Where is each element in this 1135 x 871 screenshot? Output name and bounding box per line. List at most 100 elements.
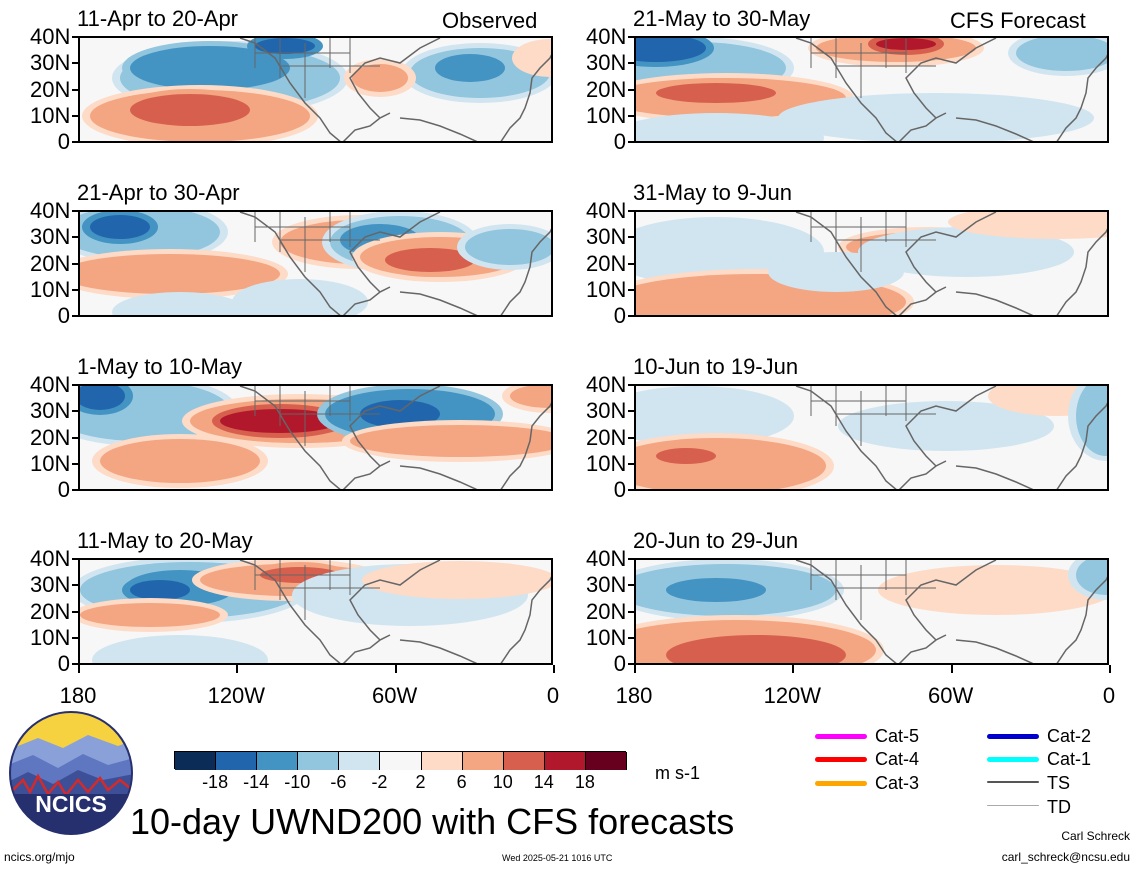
contour-shade bbox=[656, 83, 776, 103]
contour-shade bbox=[130, 580, 190, 600]
latitude-label: 40N bbox=[30, 198, 71, 223]
lon-tick bbox=[553, 665, 555, 673]
track-legend-label: Cat-3 bbox=[875, 773, 920, 793]
lat-tick bbox=[628, 584, 634, 587]
contour-shade bbox=[666, 578, 766, 602]
state-borders bbox=[810, 560, 936, 620]
contour-shade bbox=[255, 38, 315, 54]
lat-tick bbox=[628, 558, 634, 560]
colorbar-cell bbox=[257, 752, 299, 770]
contour-shade bbox=[886, 570, 1106, 610]
contour-shade bbox=[510, 386, 551, 408]
lat-tick bbox=[72, 584, 78, 587]
wind-contour-map bbox=[636, 212, 1107, 315]
colorbar-label: -14 bbox=[243, 772, 270, 792]
track-legend-label: Cat-4 bbox=[875, 749, 920, 769]
lat-tick bbox=[72, 288, 78, 291]
contour-shade bbox=[120, 297, 240, 315]
latitude-label: 40N bbox=[586, 24, 627, 49]
lat-tick bbox=[72, 462, 78, 465]
lat-tick bbox=[628, 36, 634, 38]
contour-shade bbox=[656, 448, 716, 464]
contour-shade bbox=[465, 229, 551, 265]
latitude-label: 20N bbox=[586, 598, 627, 624]
contour-shade bbox=[130, 46, 290, 90]
lat-tick bbox=[72, 36, 78, 38]
figure-title: 10-day UWND200 with CFS forecasts bbox=[130, 801, 735, 842]
colorbar-label: -2 bbox=[371, 772, 388, 792]
latitude-label: 10N bbox=[30, 624, 71, 650]
latitude-label: 10N bbox=[30, 102, 71, 128]
contour-shade bbox=[1016, 38, 1107, 71]
track-legend-label: TD bbox=[1047, 797, 1071, 817]
track-legend-label: Cat-1 bbox=[1047, 749, 1092, 769]
lat-tick bbox=[72, 262, 78, 265]
state-borders bbox=[254, 212, 380, 272]
coastline bbox=[795, 38, 1107, 141]
latitude-label: 40N bbox=[30, 546, 71, 571]
footer-url[interactable]: ncics.org/mjo bbox=[4, 850, 75, 864]
lat-tick bbox=[628, 663, 634, 665]
panel-title: 10-Jun to 19-Jun bbox=[633, 354, 799, 379]
track-line-swatch bbox=[815, 781, 867, 786]
colorbar-label: 2 bbox=[415, 772, 426, 792]
lat-tick bbox=[628, 436, 634, 439]
latitude-label: 0 bbox=[57, 303, 70, 328]
colorbar-cell bbox=[175, 752, 217, 770]
latitude-label: 20N bbox=[30, 76, 71, 102]
contour-shade bbox=[636, 118, 816, 141]
wind-contour-map bbox=[80, 38, 551, 141]
ncics-logo: NCICS bbox=[8, 710, 134, 836]
lat-tick bbox=[628, 236, 634, 239]
lat-tick bbox=[628, 610, 634, 613]
colorbar-cell bbox=[585, 752, 627, 770]
lat-tick bbox=[72, 610, 78, 613]
colorbar-label: 18 bbox=[574, 772, 595, 792]
contour-shade bbox=[130, 94, 250, 126]
colorbar-label: 14 bbox=[533, 772, 554, 792]
colorbar-label: 10 bbox=[492, 772, 513, 792]
track-legend-label: TS bbox=[1047, 773, 1071, 793]
colorbar-label: -6 bbox=[330, 772, 347, 792]
lon-tick bbox=[792, 665, 795, 673]
latitude-label: 30N bbox=[30, 224, 71, 250]
panel-title: 21-Apr to 30-Apr bbox=[77, 180, 240, 205]
map-panel bbox=[78, 210, 553, 317]
latitude-label: 0 bbox=[57, 129, 70, 154]
footer-author: Carl Schreck bbox=[1061, 829, 1130, 843]
lon-tick bbox=[950, 665, 953, 673]
latitude-label: 30N bbox=[30, 572, 71, 598]
colorbar-cell bbox=[544, 752, 586, 770]
footer-email[interactable]: carl_schreck@ncsu.edu bbox=[1001, 850, 1130, 864]
track-line-swatch bbox=[815, 757, 867, 762]
contour-shade bbox=[385, 248, 475, 272]
coastline bbox=[239, 212, 551, 315]
panel-title: 21-May to 30-May bbox=[633, 6, 811, 31]
cfs-forecast-label: CFS Forecast bbox=[950, 8, 1086, 33]
contour-shade bbox=[636, 38, 706, 62]
lat-tick bbox=[72, 236, 78, 239]
colorbar-cell bbox=[421, 752, 463, 770]
track-line-swatch bbox=[987, 734, 1039, 739]
state-borders bbox=[254, 386, 380, 446]
lat-tick bbox=[628, 88, 634, 91]
lat-tick bbox=[628, 636, 634, 639]
latitude-label: 20N bbox=[586, 250, 627, 276]
lat-tick bbox=[72, 663, 78, 665]
track-line-swatch bbox=[815, 734, 867, 739]
colorbar bbox=[174, 751, 627, 770]
coastline bbox=[795, 212, 1107, 315]
lon-tick bbox=[1109, 665, 1111, 673]
longitude-label: 60W bbox=[372, 683, 418, 708]
latitude-label: 0 bbox=[57, 651, 70, 676]
latitude-label: 10N bbox=[586, 450, 627, 476]
map-panel bbox=[634, 210, 1109, 317]
coastline bbox=[795, 560, 1107, 663]
latitude-label: 40N bbox=[586, 198, 627, 223]
coastline bbox=[239, 38, 551, 141]
panel-title: 20-Jun to 29-Jun bbox=[633, 528, 799, 553]
wind-contour-map bbox=[636, 386, 1107, 489]
colorbar-label: 6 bbox=[456, 772, 467, 792]
map-panel bbox=[78, 558, 553, 665]
lat-tick bbox=[72, 114, 78, 117]
